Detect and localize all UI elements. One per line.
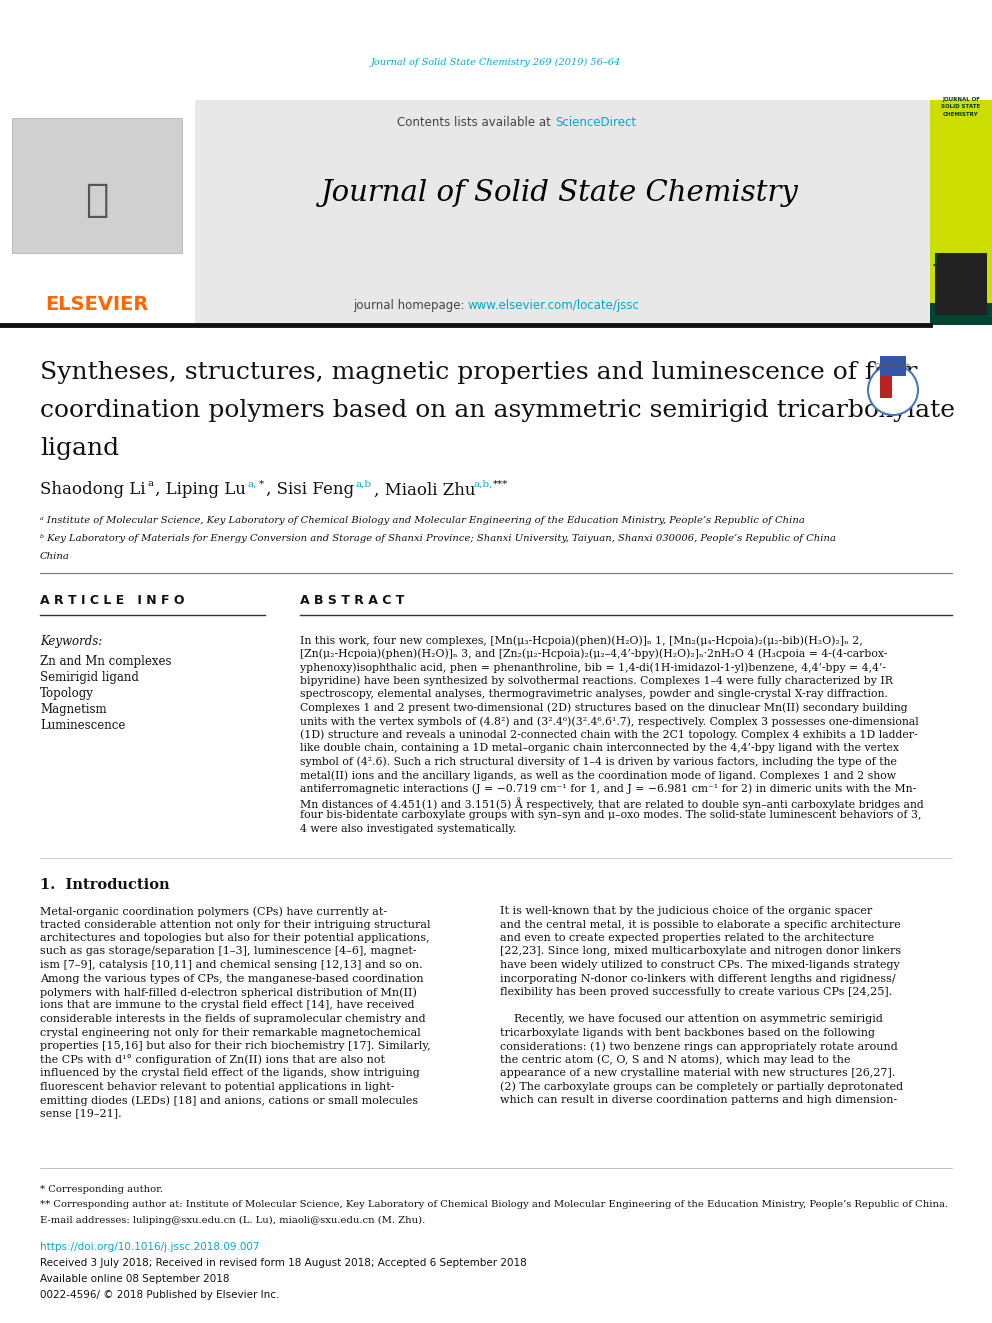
Text: considerations: (1) two benzene rings can appropriately rotate around: considerations: (1) two benzene rings ca… [500,1041,898,1052]
Text: Luminescence: Luminescence [40,718,125,732]
Text: four bis-bidentate carboxylate groups with syn–syn and μ–oxo modes. The solid-st: four bis-bidentate carboxylate groups wi… [300,811,922,820]
Text: , Sisi Feng: , Sisi Feng [266,482,354,499]
Bar [935,253,987,315]
Bar [0,101,195,325]
Text: sense [19–21].: sense [19–21]. [40,1109,122,1118]
Text: tracted considerable attention not only for their intriguing structural: tracted considerable attention not only … [40,919,431,930]
Text: which can result in diverse coordination patterns and high dimension-: which can result in diverse coordination… [500,1095,897,1105]
Text: crystal engineering not only for their remarkable magnetochemical: crystal engineering not only for their r… [40,1028,421,1037]
Text: Journal of Solid State Chemistry: Journal of Solid State Chemistry [321,179,799,206]
Text: have been widely utilized to construct CPs. The mixed-ligands strategy: have been widely utilized to construct C… [500,960,900,970]
Bar [880,376,892,398]
Text: influenced by the crystal field effect of the ligands, show intriguing: influenced by the crystal field effect o… [40,1068,420,1078]
Text: and the central metal, it is possible to elaborate a specific architecture: and the central metal, it is possible to… [500,919,901,930]
Text: Journal of Solid State Chemistry 269 (2019) 56–64: Journal of Solid State Chemistry 269 (20… [371,57,621,66]
Text: the centric atom (C, O, S and N atoms), which may lead to the: the centric atom (C, O, S and N atoms), … [500,1054,850,1065]
Text: Received 3 July 2018; Received in revised form 18 August 2018; Accepted 6 Septem: Received 3 July 2018; Received in revise… [40,1258,527,1267]
Text: , Liping Lu: , Liping Lu [155,482,246,499]
Text: ligand: ligand [40,437,119,459]
Text: emitting diodes (LEDs) [18] and anions, cations or small molecules: emitting diodes (LEDs) [18] and anions, … [40,1095,418,1106]
Text: like double chain, containing a 1D metal–organic chain interconnected by the 4,4: like double chain, containing a 1D metal… [300,744,899,753]
Text: bipyridine) have been synthesized by solvothermal reactions. Complexes 1–4 were : bipyridine) have been synthesized by sol… [300,676,893,687]
Bar [12,118,182,253]
Text: a: a [148,479,154,488]
Text: Metal-organic coordination polymers (CPs) have currently at-: Metal-organic coordination polymers (CPs… [40,906,387,917]
Text: (2) The carboxylate groups can be completely or partially deprotonated: (2) The carboxylate groups can be comple… [500,1081,903,1091]
Text: 🌳: 🌳 [85,181,109,220]
Text: A R T I C L E   I N F O: A R T I C L E I N F O [40,594,185,606]
Text: https://doi.org/10.1016/j.jssc.2018.09.007: https://doi.org/10.1016/j.jssc.2018.09.0… [40,1242,260,1252]
Text: (1D) structure and reveals a uninodal 2-connected chain with the 2C1 topology. C: (1D) structure and reveals a uninodal 2-… [300,729,918,740]
Text: A B S T R A C T: A B S T R A C T [300,594,405,606]
Text: ᵃ Institute of Molecular Science, Key Laboratory of Chemical Biology and Molecul: ᵃ Institute of Molecular Science, Key La… [40,516,805,525]
Text: ScienceDirect: ScienceDirect [555,116,636,130]
Text: JOURNAL OF
SOLID STATE
CHEMISTRY: JOURNAL OF SOLID STATE CHEMISTRY [941,98,981,116]
Text: polymers with half-filled d-electron spherical distribution of Mn(II): polymers with half-filled d-electron sph… [40,987,417,998]
Text: 4 were also investigated systematically.: 4 were also investigated systematically. [300,824,517,833]
Text: fluorescent behavior relevant to potential applications in light-: fluorescent behavior relevant to potenti… [40,1081,395,1091]
Text: a,b: a,b [355,479,371,488]
Text: properties [15,16] but also for their rich biochemistry [17]. Similarly,: properties [15,16] but also for their ri… [40,1041,431,1050]
Text: yphenoxy)isophthalic acid, phen = phenanthroline, bib = 1,4-di(1H-imidazol-1-yl): yphenoxy)isophthalic acid, phen = phenan… [300,662,886,672]
Text: symbol of (4².6). Such a rich structural diversity of 1–4 is driven by various f: symbol of (4².6). Such a rich structural… [300,757,897,767]
Text: Shaodong Li: Shaodong Li [40,482,146,499]
Text: Complexes 1 and 2 present two-dimensional (2D) structures based on the dinuclear: Complexes 1 and 2 present two-dimensiona… [300,703,908,713]
Text: Zn and Mn complexes: Zn and Mn complexes [40,655,172,668]
Text: 1.  Introduction: 1. Introduction [40,878,170,892]
Text: [22,23]. Since long, mixed multicarboxylate and nitrogen donor linkers: [22,23]. Since long, mixed multicarboxyl… [500,946,901,957]
Text: * Corresponding author.: * Corresponding author. [40,1185,163,1193]
Text: ***: *** [493,479,508,488]
Text: the CPs with d¹° configuration of Zn(II) ions that are also not: the CPs with d¹° configuration of Zn(II)… [40,1054,385,1065]
Text: www.elsevier.com/locate/jssc: www.elsevier.com/locate/jssc [468,299,640,311]
Text: considerable interests in the fields of supramolecular chemistry and: considerable interests in the fields of … [40,1013,426,1024]
Bar [930,101,992,325]
Text: units with the vertex symbols of (4.8²) and (3².4⁶)(3².4⁶.6¹.7), respectively. C: units with the vertex symbols of (4.8²) … [300,716,919,726]
Text: Syntheses, structures, magnetic properties and luminescence of four: Syntheses, structures, magnetic properti… [40,360,918,384]
Text: Keywords:: Keywords: [40,635,102,648]
Text: E-mail addresses: luliping@sxu.edu.cn (L. Lu), miaoli@sxu.edu.cn (M. Zhu).: E-mail addresses: luliping@sxu.edu.cn (L… [40,1216,426,1225]
Text: Recently, we have focused our attention on asymmetric semirigid: Recently, we have focused our attention … [500,1013,883,1024]
Bar [880,356,906,376]
Text: appearance of a new crystalline material with new structures [26,27].: appearance of a new crystalline material… [500,1068,896,1078]
Text: and even to create expected properties related to the architecture: and even to create expected properties r… [500,933,874,943]
Text: Topology: Topology [40,687,94,700]
Text: Semirigid ligand: Semirigid ligand [40,671,139,684]
Text: In this work, four new complexes, [Mn(μ₃-Hcpoia)(phen)(H₂O)]ₙ 1, [Mn₂(μ₄-Hcpoia): In this work, four new complexes, [Mn(μ₃… [300,635,863,646]
Text: antiferromagnetic interactions (J = −0.719 cm⁻¹ for 1, and J = −6.981 cm⁻¹ for 2: antiferromagnetic interactions (J = −0.7… [300,783,917,794]
Text: *: * [259,479,264,488]
Text: Available online 08 September 2018: Available online 08 September 2018 [40,1274,229,1285]
Text: ions that are immune to the crystal field effect [14], have received: ions that are immune to the crystal fiel… [40,1000,415,1011]
Text: J: J [934,254,938,266]
Text: It is well-known that by the judicious choice of the organic spacer: It is well-known that by the judicious c… [500,906,872,916]
Text: , Miaoli Zhu: , Miaoli Zhu [374,482,475,499]
Text: flexibility has been proved successfully to create various CPs [24,25].: flexibility has been proved successfully… [500,987,892,998]
Text: metal(II) ions and the ancillary ligands, as well as the coordination mode of li: metal(II) ions and the ancillary ligands… [300,770,896,781]
Text: ELSEVIER: ELSEVIER [46,295,149,315]
Text: a,b,: a,b, [473,479,492,488]
Text: Magnetism: Magnetism [40,703,106,716]
Text: China: China [40,552,69,561]
Circle shape [868,365,918,415]
Text: ism [7–9], catalysis [10,11] and chemical sensing [12,13] and so on.: ism [7–9], catalysis [10,11] and chemica… [40,960,423,970]
Text: incorporating N-donor co-linkers with different lengths and rigidness/: incorporating N-donor co-linkers with di… [500,974,896,983]
Text: a,: a, [248,479,257,488]
Text: ** Corresponding author at: Institute of Molecular Science, Key Laboratory of Ch: ** Corresponding author at: Institute of… [40,1200,948,1209]
Text: [Zn(μ₂-Hcpoia)(phen)(H₂O)]ₙ 3, and [Zn₂(μ₂-Hcpoia)₂(μ₂–4,4’-bpy)(H₂O)₂]ₙ·2nH₂O 4: [Zn(μ₂-Hcpoia)(phen)(H₂O)]ₙ 3, and [Zn₂(… [300,648,888,659]
Bar [0,101,992,325]
Text: 0022-4596/ © 2018 Published by Elsevier Inc.: 0022-4596/ © 2018 Published by Elsevier … [40,1290,280,1301]
Bar [930,303,992,325]
Text: Mn distances of 4.451(1) and 3.151(5) Å respectively, that are related to double: Mn distances of 4.451(1) and 3.151(5) Å … [300,796,924,810]
Text: ᵇ Key Laboratory of Materials for Energy Conversion and Storage of Shanxi Provin: ᵇ Key Laboratory of Materials for Energy… [40,534,836,542]
Text: coordination polymers based on an asymmetric semirigid tricarboxylate: coordination polymers based on an asymme… [40,398,955,422]
Text: Contents lists available at: Contents lists available at [398,116,555,130]
Text: CrossMark: CrossMark [875,363,911,369]
Text: spectroscopy, elemental analyses, thermogravimetric analyses, powder and single-: spectroscopy, elemental analyses, thermo… [300,689,888,699]
Text: journal homepage:: journal homepage: [353,299,468,311]
Text: architectures and topologies but also for their potential applications,: architectures and topologies but also fo… [40,933,430,943]
Text: tricarboxylate ligands with bent backbones based on the following: tricarboxylate ligands with bent backbon… [500,1028,875,1037]
Text: Among the various types of CPs, the manganese-based coordination: Among the various types of CPs, the mang… [40,974,424,983]
Text: such as gas storage/separation [1–3], luminescence [4–6], magnet-: such as gas storage/separation [1–3], lu… [40,946,417,957]
